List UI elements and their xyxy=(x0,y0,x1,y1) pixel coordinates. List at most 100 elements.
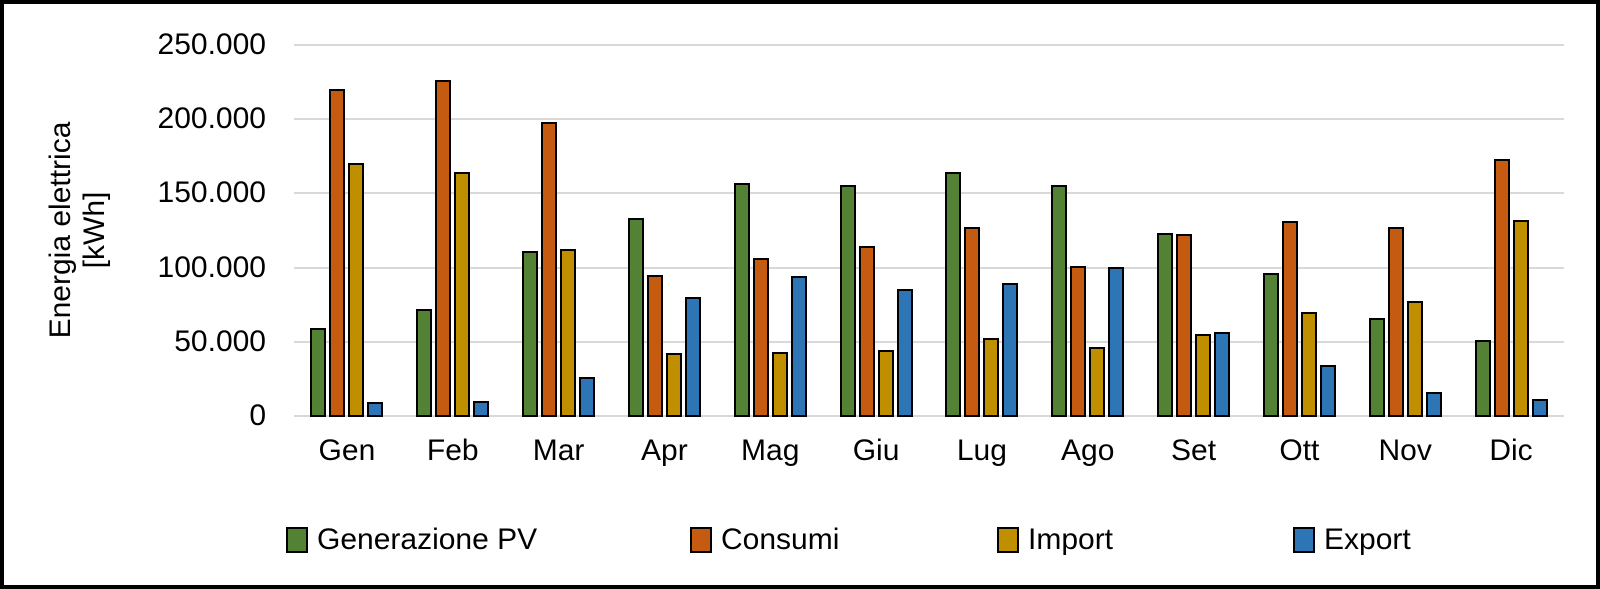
bar-import xyxy=(454,172,470,417)
bar-consumi xyxy=(753,258,769,417)
bar-consumi xyxy=(1176,234,1192,417)
bar-import xyxy=(1195,334,1211,417)
bar-import xyxy=(772,352,788,417)
x-axis-labels: Gen Feb Mar Apr Mag Giu Lug Ago Set Ott Nov Dic xyxy=(294,434,1564,468)
bar-group-apr xyxy=(628,218,701,417)
x-axis-label: Nov xyxy=(1378,434,1432,467)
x-axis-label: Lug xyxy=(956,434,1007,467)
x-axis-label: Ago xyxy=(1061,434,1115,467)
bar-group-dic xyxy=(1475,159,1548,417)
bar-generazione-pv xyxy=(1157,233,1173,417)
bar-generazione-pv xyxy=(522,251,538,417)
legend-item-consumi: Consumi xyxy=(690,516,839,564)
legend-swatch-export xyxy=(1293,527,1315,553)
legend-swatch-consumi xyxy=(690,527,712,553)
bar-export xyxy=(1532,399,1548,417)
bar-consumi xyxy=(541,122,557,417)
bar-consumi xyxy=(1494,159,1510,417)
y-tick-label: 250.000 xyxy=(157,28,266,61)
legend-label: Consumi xyxy=(721,523,840,556)
gridline xyxy=(294,118,1564,120)
x-axis-label: Apr xyxy=(641,434,688,467)
gridline xyxy=(294,341,1564,343)
bar-generazione-pv xyxy=(628,218,644,417)
gridline xyxy=(294,267,1564,269)
bar-import xyxy=(1301,312,1317,417)
bar-export xyxy=(367,402,383,417)
bar-consumi xyxy=(859,246,875,417)
bar-consumi xyxy=(964,227,980,417)
bar-generazione-pv xyxy=(1369,318,1385,417)
bar-import xyxy=(1089,347,1105,417)
x-axis-label: Gen xyxy=(318,434,376,467)
bar-consumi xyxy=(647,275,663,417)
bar-generazione-pv xyxy=(1051,185,1067,417)
y-tick-label: 0 xyxy=(249,399,266,432)
bar-consumi xyxy=(1388,227,1404,417)
y-tick-label: 50.000 xyxy=(174,325,266,358)
x-axis-line xyxy=(294,415,1564,417)
bar-export xyxy=(1426,392,1442,417)
bar-export xyxy=(897,289,913,417)
bar-group-mag xyxy=(734,183,807,417)
bar-import xyxy=(878,350,894,417)
y-tick-label: 100.000 xyxy=(157,251,266,284)
x-axis-label: Mar xyxy=(532,434,585,467)
bar-import xyxy=(1513,220,1529,417)
bar-group-gen xyxy=(310,89,383,417)
bar-group-feb xyxy=(416,80,489,417)
bar-export xyxy=(473,401,489,417)
bar-export xyxy=(1108,267,1124,417)
bar-export xyxy=(1002,283,1018,417)
bar-group-set xyxy=(1157,233,1230,417)
bar-consumi xyxy=(435,80,451,417)
x-axis-label: Set xyxy=(1171,434,1217,467)
bar-consumi xyxy=(329,89,345,417)
bar-generazione-pv xyxy=(945,172,961,417)
plot-area xyxy=(294,44,1564,417)
bar-import xyxy=(983,338,999,417)
x-axis-label: Mag xyxy=(741,434,800,467)
legend-item-export: Export xyxy=(1293,516,1411,564)
bar-group-giu xyxy=(840,185,913,417)
bar-export xyxy=(791,276,807,417)
y-tick-label: 200.000 xyxy=(157,102,266,135)
legend: Generazione PV Consumi Import Export xyxy=(4,516,1596,564)
bar-import xyxy=(666,353,682,417)
legend-label: Generazione PV xyxy=(317,523,538,556)
bar-generazione-pv xyxy=(310,328,326,417)
bar-group-nov xyxy=(1369,227,1442,417)
x-axis-label: Giu xyxy=(852,434,900,467)
bar-import xyxy=(560,249,576,417)
bar-generazione-pv xyxy=(416,309,432,417)
bar-export xyxy=(1214,332,1230,417)
bar-import xyxy=(1407,301,1423,417)
gridline xyxy=(294,192,1564,194)
bar-generazione-pv xyxy=(734,183,750,417)
legend-item-generazione-pv: Generazione PV xyxy=(286,516,537,564)
legend-item-import: Import xyxy=(997,516,1113,564)
x-axis-label: Feb xyxy=(426,434,479,467)
bar-export xyxy=(1320,365,1336,417)
x-axis-label: Dic xyxy=(1489,434,1533,467)
bar-export xyxy=(685,297,701,417)
legend-swatch-generazione-pv xyxy=(286,527,308,553)
bar-consumi xyxy=(1070,266,1086,417)
gridline xyxy=(294,44,1564,46)
y-tick-label: 150.000 xyxy=(157,176,266,209)
legend-label: Export xyxy=(1324,523,1411,556)
bar-group-ott xyxy=(1263,221,1336,417)
legend-label: Import xyxy=(1028,523,1114,556)
bar-import xyxy=(348,163,364,417)
bar-generazione-pv xyxy=(840,185,856,417)
bar-generazione-pv xyxy=(1475,340,1491,417)
bar-generazione-pv xyxy=(1263,273,1279,417)
bar-group-ago xyxy=(1051,185,1124,417)
y-axis-tick-labels: 0 50.000 100.000 150.000 200.000 250.000 xyxy=(4,4,266,585)
bar-export xyxy=(579,377,595,417)
bar-group-mar xyxy=(522,122,595,417)
legend-swatch-import xyxy=(997,527,1019,553)
bar-group-lug xyxy=(945,172,1018,417)
bar-consumi xyxy=(1282,221,1298,417)
